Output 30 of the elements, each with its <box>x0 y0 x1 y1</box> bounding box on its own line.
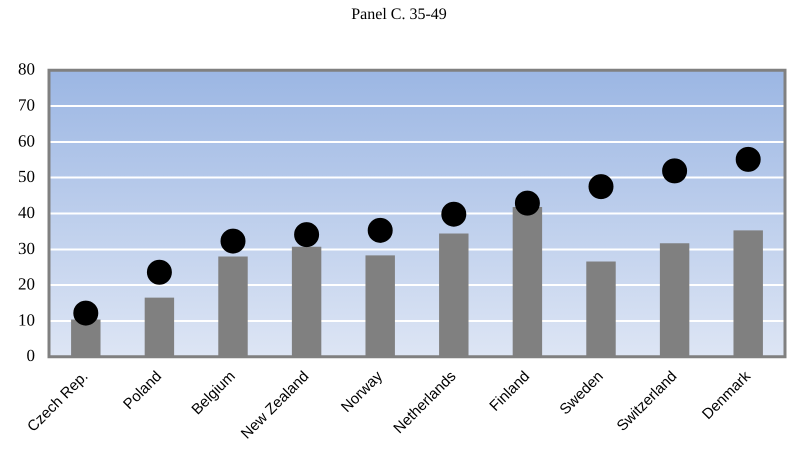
y-tick-label: 80 <box>18 60 35 79</box>
y-tick-label: 60 <box>18 131 35 150</box>
bar <box>439 234 469 356</box>
bar <box>733 230 763 356</box>
y-tick-label: 30 <box>18 238 35 258</box>
point <box>736 146 761 172</box>
bar <box>144 298 174 356</box>
point <box>146 260 172 285</box>
y-tick-label: 40 <box>18 202 35 222</box>
y-tick-label: 70 <box>18 95 35 114</box>
chart-title: Panel C. 35-49 <box>350 5 448 25</box>
point <box>514 190 540 216</box>
bar <box>71 320 101 356</box>
bar <box>292 246 322 356</box>
point <box>294 222 320 248</box>
bar <box>660 243 690 356</box>
bar <box>586 261 616 356</box>
y-tick-label: 10 <box>18 310 35 330</box>
bar <box>218 256 248 356</box>
bar <box>365 255 395 356</box>
point <box>588 174 614 200</box>
point <box>441 202 466 227</box>
point <box>73 300 98 326</box>
point <box>368 218 393 243</box>
y-tick-label: 0 <box>26 346 35 366</box>
point <box>662 158 688 184</box>
y-tick-label: 20 <box>18 274 35 294</box>
y-tick-label: 50 <box>18 167 35 186</box>
point <box>220 228 246 254</box>
bar <box>512 207 542 356</box>
